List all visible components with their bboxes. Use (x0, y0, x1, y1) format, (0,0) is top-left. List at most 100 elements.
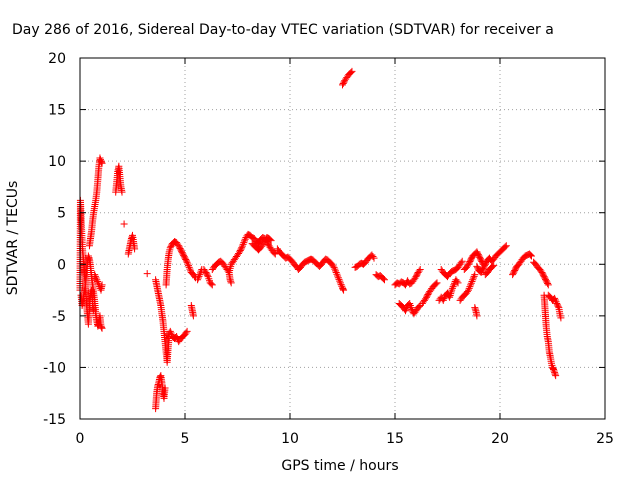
data-point (433, 279, 441, 287)
data-point (118, 188, 126, 196)
x-tick-label: 20 (491, 431, 509, 447)
data-point (189, 312, 197, 320)
data-point (196, 271, 204, 279)
data-point (154, 382, 162, 390)
data-point (502, 242, 510, 250)
y-tick-label: 10 (48, 154, 66, 170)
data-point (402, 305, 410, 313)
data-point (370, 254, 378, 262)
data-point (174, 240, 182, 248)
data-point (465, 284, 473, 292)
y-axis-label: SDTVAR / TECUs (5, 181, 21, 296)
data-point (470, 272, 478, 280)
data-point (183, 258, 191, 266)
data-point (85, 254, 93, 262)
data-point (271, 250, 279, 258)
y-tick-label: 5 (57, 206, 66, 222)
data-point (336, 277, 344, 285)
data-point (334, 274, 342, 282)
data-point (449, 283, 457, 291)
data-point (544, 280, 552, 288)
data-point (490, 261, 498, 269)
data-point (240, 239, 248, 247)
data-point (238, 244, 246, 252)
data-point (544, 281, 552, 289)
x-tick-label: 0 (76, 431, 85, 447)
data-point (336, 279, 344, 287)
data-point (551, 370, 559, 378)
data-point (467, 279, 475, 287)
data-point (94, 277, 101, 285)
data-point (203, 271, 211, 279)
data-point (330, 263, 338, 271)
data-point (91, 272, 99, 280)
data-point (551, 294, 559, 302)
data-point (347, 68, 355, 76)
y-tick-label: 0 (57, 257, 66, 273)
data-point (340, 78, 348, 86)
data-point (334, 272, 342, 280)
data-point (469, 276, 477, 284)
data-point (471, 305, 479, 313)
data-point (554, 302, 562, 310)
data-point (468, 277, 476, 285)
data-point (440, 295, 448, 303)
data-point (186, 265, 194, 273)
data-point (173, 332, 181, 340)
data-point (446, 291, 454, 299)
y-tick-label: -10 (43, 360, 66, 376)
data-point (182, 257, 190, 265)
data-point (333, 270, 341, 278)
data-point (241, 237, 248, 245)
data-point (267, 237, 275, 245)
data-point (526, 251, 534, 259)
data-point (450, 281, 458, 289)
data-point (194, 274, 202, 282)
data-point (457, 259, 465, 267)
data-point (94, 279, 102, 287)
data-point (381, 276, 388, 284)
data-point (98, 158, 106, 166)
data-point (183, 327, 191, 335)
data-point (421, 295, 429, 303)
y-tick-label: -5 (52, 309, 66, 325)
data-point (207, 280, 215, 288)
data-point (98, 281, 106, 289)
data-point (143, 270, 151, 278)
data-point (92, 274, 100, 282)
data-point (465, 286, 472, 294)
grid (80, 58, 605, 419)
data-point (348, 67, 356, 75)
data-point (238, 242, 246, 250)
data-point (424, 291, 432, 299)
data-point (339, 285, 347, 293)
data-point (227, 279, 235, 287)
data-point (501, 243, 509, 251)
data-point (237, 245, 245, 253)
data-point (161, 384, 169, 392)
data-point (473, 312, 481, 320)
data-point (98, 159, 106, 167)
data-point (447, 290, 455, 298)
data-point (537, 267, 545, 275)
data-point (185, 262, 192, 270)
data-point (329, 262, 337, 270)
data-point (471, 271, 479, 279)
x-tick-label: 15 (386, 431, 404, 447)
data-point (369, 253, 377, 261)
data-point (239, 240, 247, 248)
x-tick-label: 25 (596, 431, 614, 447)
data-point (227, 277, 235, 285)
data-point (98, 324, 106, 332)
y-tick-labels: -15 -10 -5 0 5 10 15 20 (43, 51, 66, 428)
data-point (411, 274, 419, 282)
data-point (469, 274, 477, 282)
data-point (332, 267, 339, 275)
data-point (96, 154, 104, 162)
data-point (93, 276, 101, 284)
data-point (201, 267, 209, 275)
data-point (432, 280, 440, 288)
x-tick-labels: 0 5 10 15 20 25 (76, 431, 614, 447)
data-point (471, 304, 479, 312)
data-point (550, 367, 558, 375)
